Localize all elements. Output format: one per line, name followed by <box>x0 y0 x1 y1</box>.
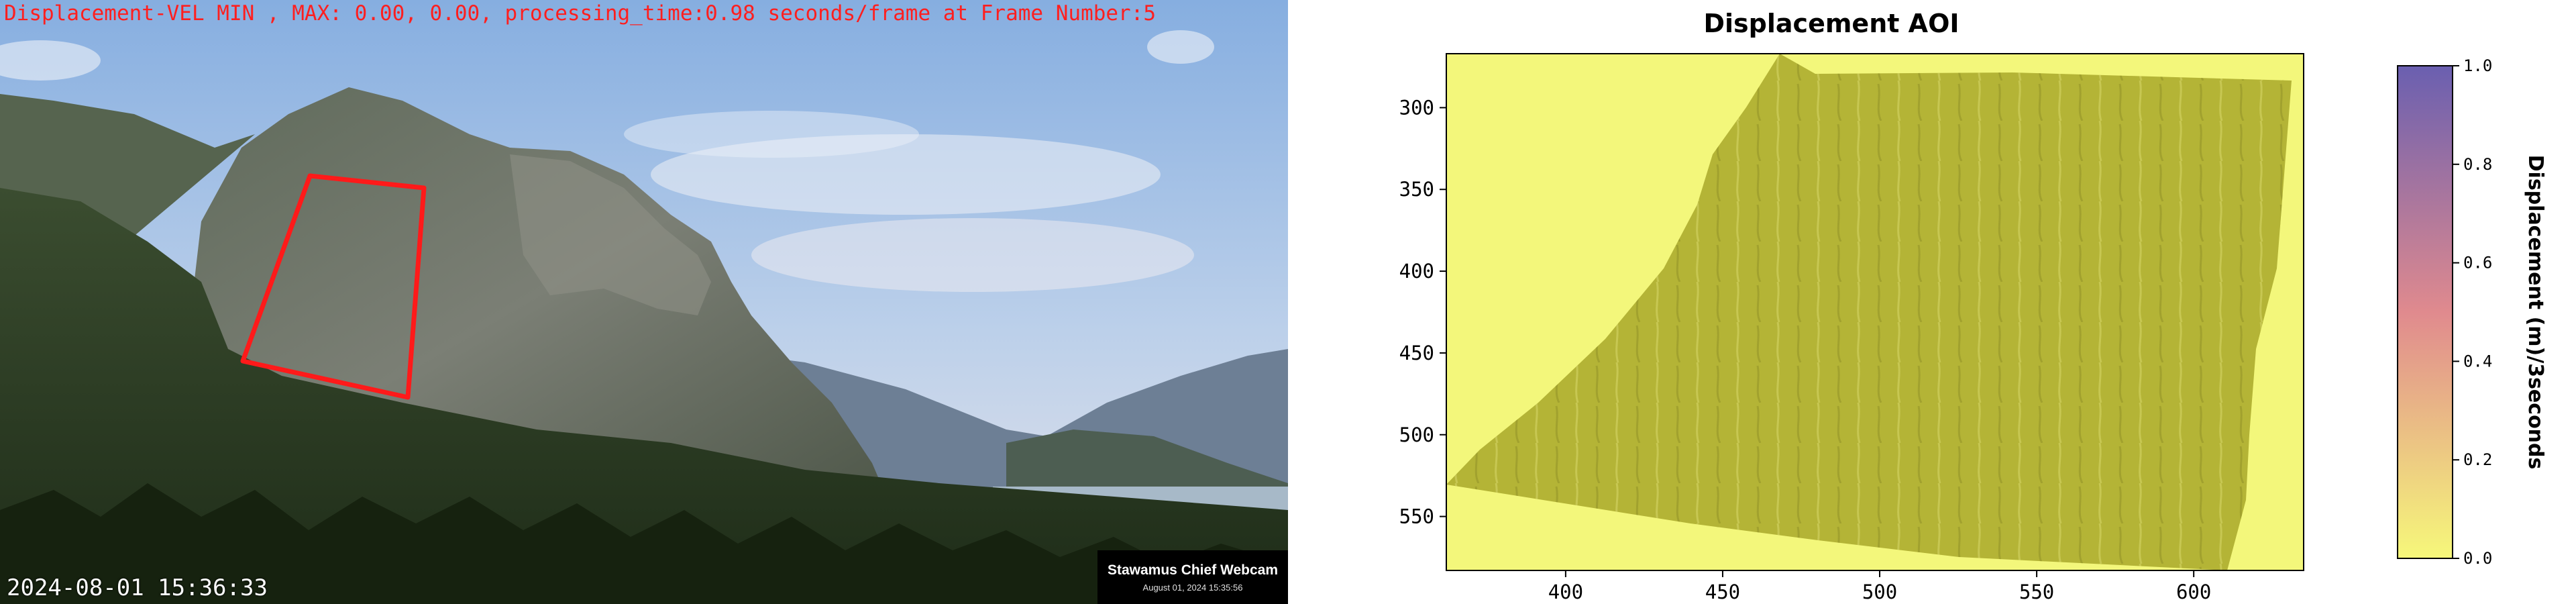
y-tick-label: 400 <box>1399 260 1434 283</box>
webcam-scene <box>0 0 1288 604</box>
plot-svg: Displacement AOI 400 450 500 550 600 300 350 4… <box>1399 9 2547 603</box>
y-tick-label: 350 <box>1399 178 1434 201</box>
cloud <box>624 111 919 158</box>
y-tick-label: 500 <box>1399 423 1434 446</box>
y-axis: 300 350 400 450 500 550 <box>1399 96 1446 528</box>
webcam-frame: Displacement-VEL MIN , MAX: 0.00, 0.00, … <box>0 0 1288 604</box>
colorbar-label: Displacement (m)/3seconds <box>2524 155 2547 470</box>
y-tick-label: 550 <box>1399 505 1434 528</box>
colorbar-tick-label: 0.2 <box>2463 450 2492 469</box>
foreground-trees <box>0 483 1288 604</box>
colorbar-tick-label: 1.0 <box>2463 56 2492 75</box>
camera-date: August 01, 2024 15:35:56 <box>1142 583 1243 593</box>
plot-title: Displacement AOI <box>1703 9 1959 38</box>
aoi-outline[interactable] <box>240 173 427 400</box>
colorbar <box>2397 65 2453 559</box>
cloud <box>0 40 101 81</box>
overlay-title: Displacement-VEL MIN , MAX: 0.00, 0.00, … <box>4 1 1157 26</box>
cloud <box>651 134 1161 215</box>
cloud <box>1147 30 1214 64</box>
camera-label: Stawamus Chief Webcam August 01, 2024 15… <box>1097 550 1288 604</box>
colorbar-tick-label: 0.0 <box>2463 549 2492 568</box>
x-tick-label: 600 <box>2176 581 2211 603</box>
camera-name: Stawamus Chief Webcam <box>1107 562 1279 578</box>
x-tick-label: 450 <box>1705 581 1740 603</box>
cloud <box>751 218 1194 292</box>
forest <box>0 188 1288 604</box>
colorbar-tick-label: 0.4 <box>2463 352 2492 370</box>
colorbar-tick-label: 0.6 <box>2463 254 2492 272</box>
x-tick-label: 550 <box>2019 581 2054 603</box>
x-tick-label: 400 <box>1548 581 1583 603</box>
displacement-plot: Displacement AOI 400 450 500 550 600 300 350 4… <box>1288 0 2576 604</box>
y-tick-label: 450 <box>1399 342 1434 364</box>
colorbar-ticks: 0.0 0.2 0.4 0.6 0.8 1.0 <box>2453 56 2492 568</box>
field-texture <box>1446 54 2292 570</box>
y-tick-label: 300 <box>1399 96 1434 119</box>
rock-face-highlight <box>510 154 711 315</box>
x-tick-label: 500 <box>1862 581 1897 603</box>
colorbar-tick-label: 0.8 <box>2463 155 2492 174</box>
x-axis: 400 450 500 550 600 <box>1548 570 2211 603</box>
overlay-timestamp: 2024-08-01 15:36:33 <box>7 574 268 601</box>
axes-frame <box>1446 53 2304 571</box>
